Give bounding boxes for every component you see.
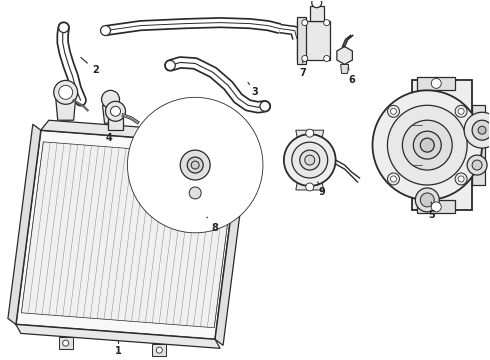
Text: 5: 5 (428, 202, 435, 220)
Polygon shape (16, 130, 240, 339)
Polygon shape (133, 138, 191, 167)
Circle shape (59, 85, 73, 99)
Circle shape (156, 347, 162, 353)
Polygon shape (413, 80, 472, 210)
Circle shape (300, 150, 319, 170)
Circle shape (59, 23, 69, 32)
Text: 6: 6 (348, 67, 355, 85)
Text: 9: 9 (318, 182, 325, 197)
Circle shape (388, 105, 467, 185)
Circle shape (54, 80, 77, 104)
Circle shape (105, 101, 125, 121)
Polygon shape (417, 200, 455, 213)
Circle shape (260, 101, 270, 111)
Polygon shape (297, 17, 306, 64)
Polygon shape (168, 169, 197, 227)
Circle shape (414, 131, 441, 159)
Circle shape (372, 90, 482, 200)
Polygon shape (8, 124, 41, 324)
Polygon shape (297, 21, 330, 60)
Polygon shape (59, 337, 73, 349)
Circle shape (431, 78, 441, 88)
Polygon shape (193, 103, 222, 161)
Circle shape (187, 157, 203, 173)
Polygon shape (296, 130, 324, 140)
Polygon shape (41, 120, 248, 145)
Circle shape (305, 155, 315, 165)
Circle shape (111, 106, 121, 116)
Text: 2: 2 (81, 57, 99, 76)
Circle shape (180, 150, 210, 180)
Text: 7: 7 (299, 60, 306, 78)
Circle shape (402, 120, 452, 170)
Circle shape (302, 20, 308, 26)
Circle shape (420, 138, 434, 152)
Circle shape (302, 55, 308, 62)
Circle shape (455, 173, 467, 185)
Circle shape (388, 173, 399, 185)
Circle shape (100, 26, 111, 36)
Circle shape (391, 108, 396, 114)
Circle shape (165, 60, 175, 71)
Polygon shape (152, 344, 166, 356)
Circle shape (472, 120, 490, 140)
Text: 8: 8 (207, 217, 219, 233)
Polygon shape (472, 105, 485, 185)
Circle shape (391, 176, 396, 182)
Circle shape (63, 340, 69, 346)
Polygon shape (181, 180, 209, 200)
Circle shape (292, 142, 328, 178)
Polygon shape (102, 105, 119, 123)
Circle shape (324, 55, 330, 62)
Circle shape (478, 126, 486, 134)
Polygon shape (341, 64, 348, 73)
Circle shape (458, 176, 464, 182)
Polygon shape (296, 180, 324, 190)
Polygon shape (310, 6, 324, 21)
Circle shape (324, 20, 330, 26)
Circle shape (416, 188, 439, 212)
Polygon shape (215, 145, 248, 345)
Text: 4: 4 (105, 126, 112, 143)
Polygon shape (199, 163, 257, 192)
Circle shape (127, 97, 263, 233)
Polygon shape (16, 324, 220, 348)
Circle shape (455, 105, 467, 117)
Text: 1: 1 (115, 341, 122, 356)
Polygon shape (337, 46, 352, 64)
Circle shape (464, 112, 490, 148)
Circle shape (467, 155, 487, 175)
Circle shape (306, 183, 314, 191)
Circle shape (431, 202, 441, 212)
Circle shape (312, 0, 322, 8)
Circle shape (388, 105, 399, 117)
Circle shape (472, 160, 482, 170)
Text: 3: 3 (248, 82, 258, 97)
Polygon shape (22, 142, 236, 328)
Circle shape (420, 193, 434, 207)
Polygon shape (107, 118, 123, 130)
Circle shape (284, 134, 336, 186)
Circle shape (191, 161, 199, 169)
Circle shape (189, 187, 201, 199)
Polygon shape (417, 77, 455, 90)
Circle shape (101, 90, 120, 108)
Circle shape (458, 108, 464, 114)
Polygon shape (56, 98, 75, 120)
Circle shape (306, 129, 314, 137)
